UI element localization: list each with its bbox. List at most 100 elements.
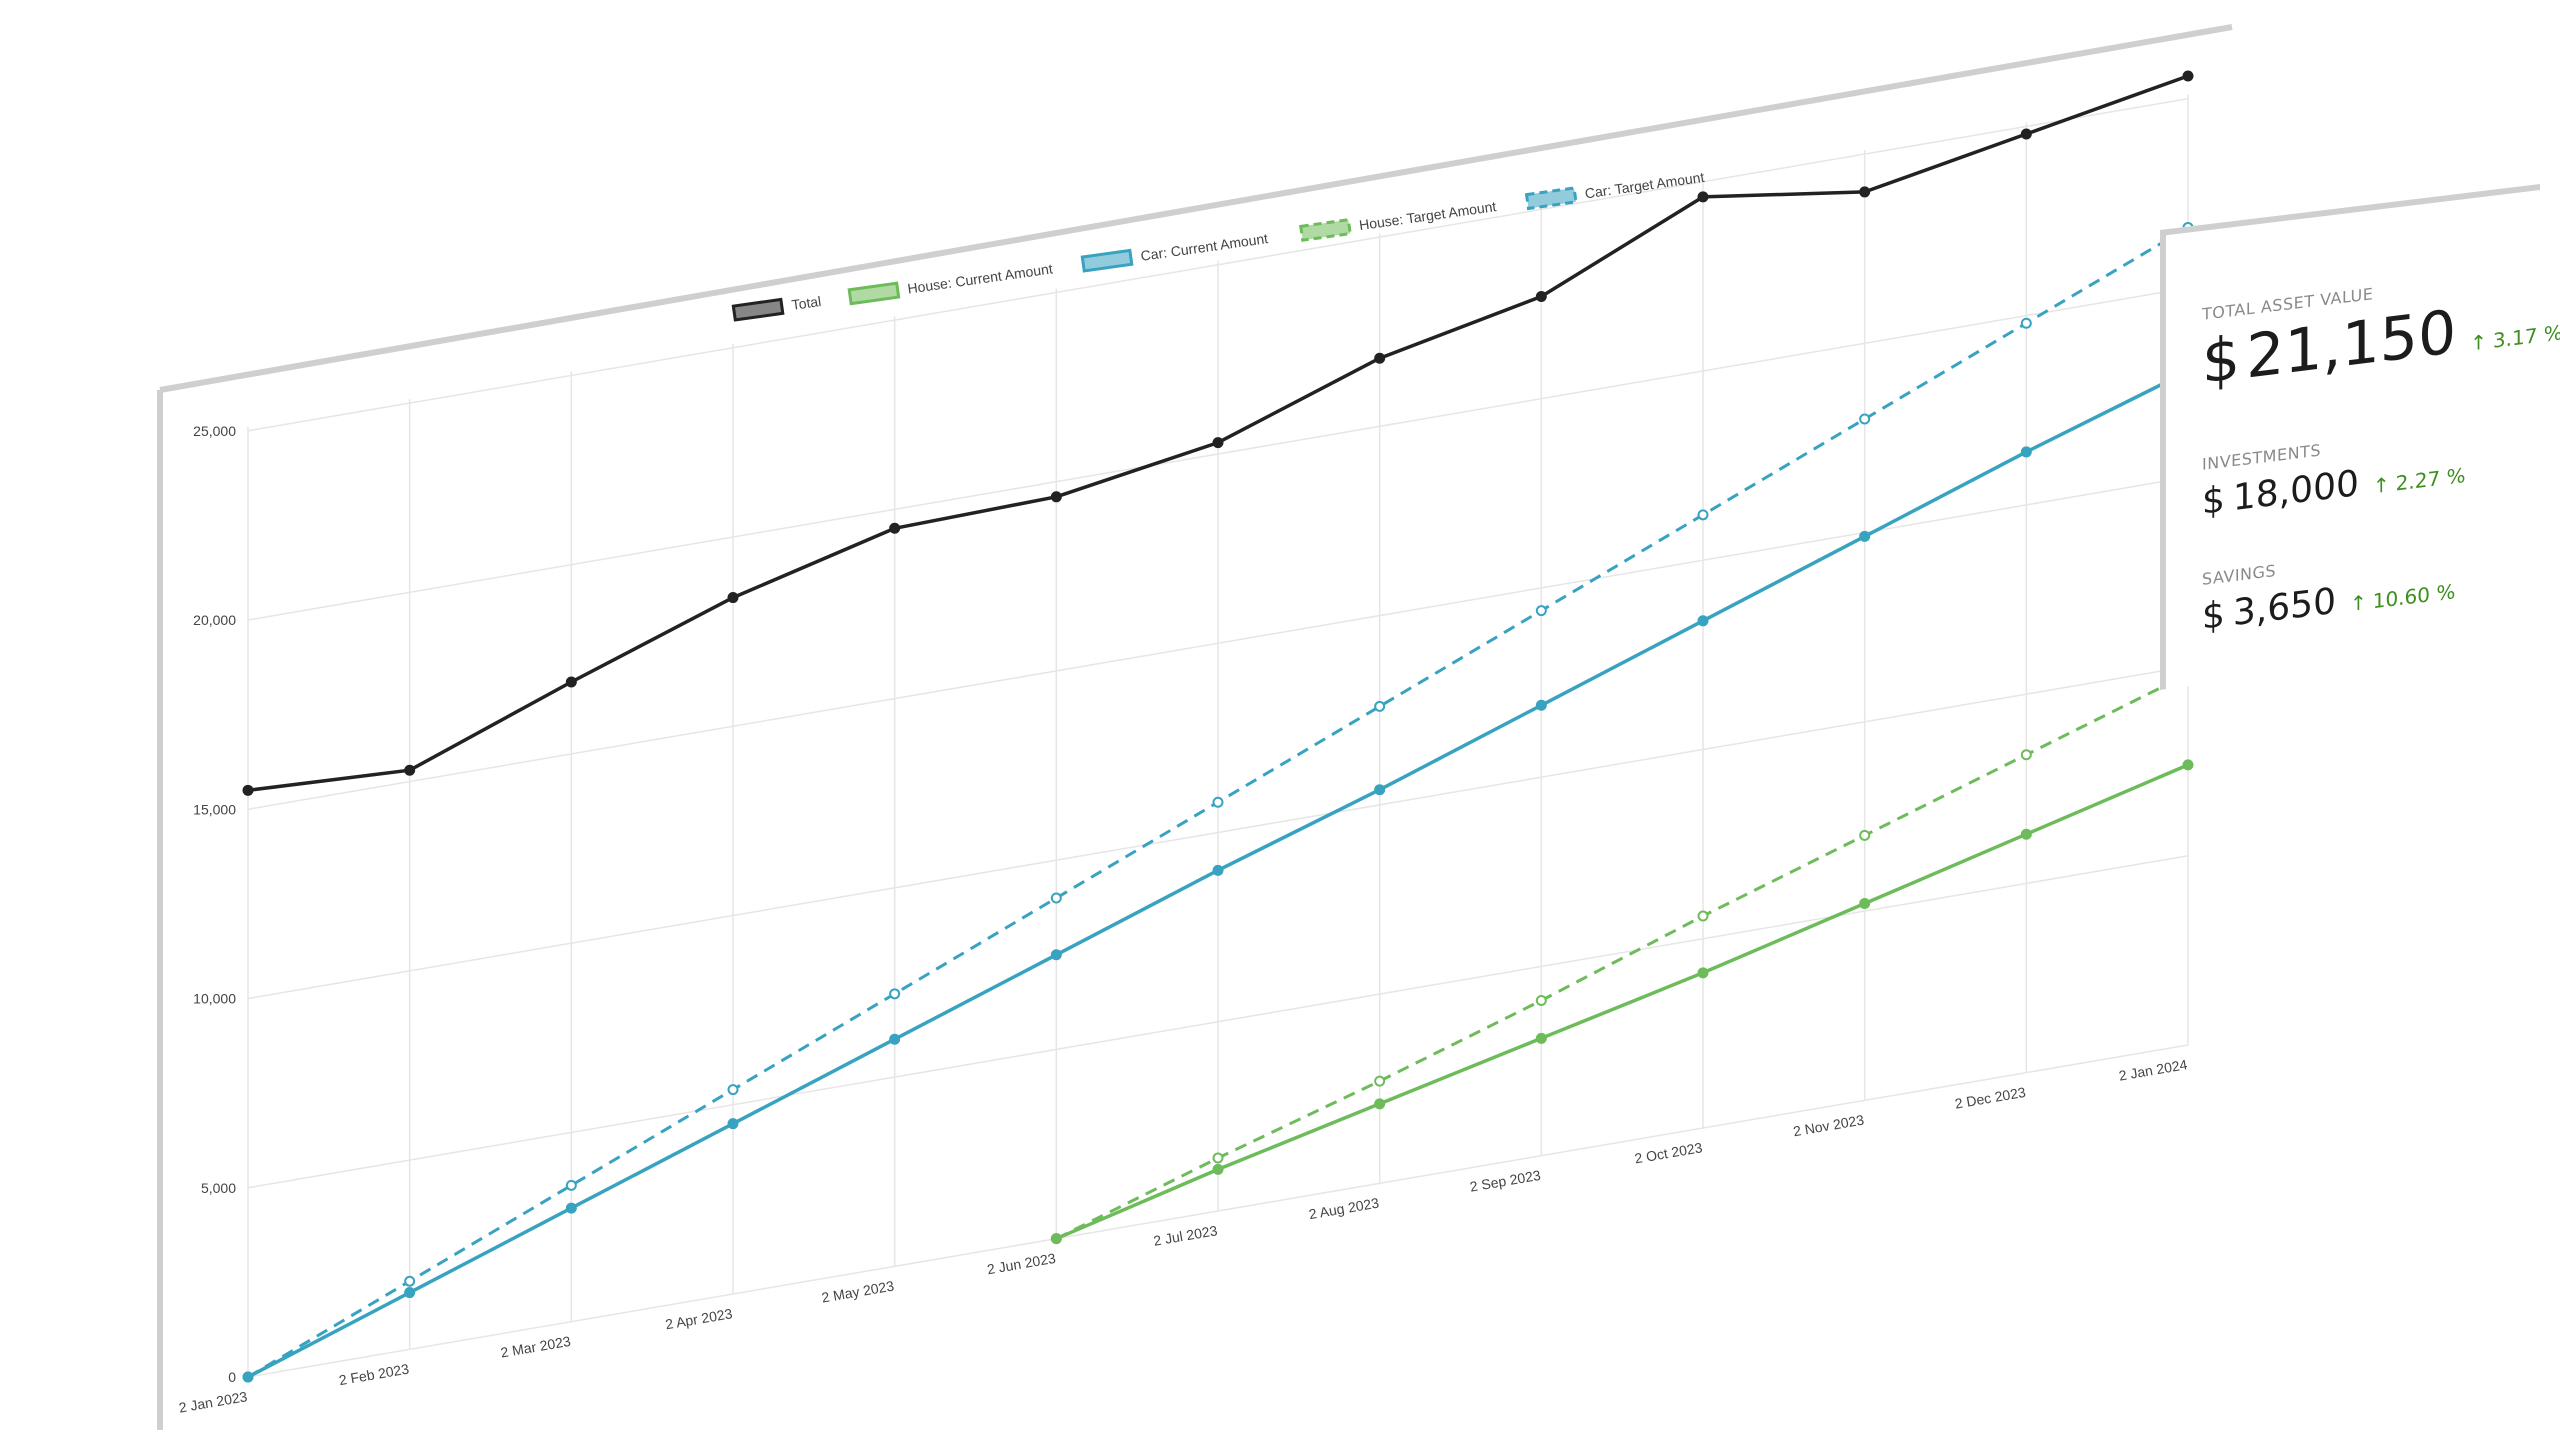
legend-swatch-house-target-amount [1299,217,1352,242]
data-point-total [1374,352,1386,364]
data-point-total [2182,70,2194,82]
legend-swatch-house-current-amount [847,281,901,306]
data-point-house-current-amount [2182,759,2194,771]
x-tick-label: 2 May 2023 [820,1277,895,1305]
data-point-house-current-amount [1050,1233,1062,1245]
data-point-car-current-amount [889,1033,901,1045]
data-point-total [889,522,901,534]
data-point-total [242,784,254,796]
savings-stat: SAVINGS $ 3,650 ↑ 10.60 % [2202,539,2455,638]
data-point-total [1535,290,1547,302]
total-asset-value-change-text: 3.17 % [2492,320,2560,353]
arrow-up-icon: ↑ [2349,589,2367,617]
asset-summary-card: TOTAL ASSET VALUE $ 21,150 ↑ 3.17 % INVE… [2160,184,2560,690]
data-point-car-target-amount [1535,605,1547,617]
total-asset-value-change: ↑ 3.17 % [2470,320,2560,355]
total-asset-value-stat: TOTAL ASSET VALUE $ 21,150 ↑ 3.17 % [2202,261,2560,398]
data-point-total [727,592,739,604]
x-tick-label: 2 Jan 2024 [2118,1056,2189,1083]
data-point-car-current-amount [242,1371,254,1383]
data-point-total [404,764,416,776]
card-frame-left [2160,229,2166,690]
x-tick-label: 2 Oct 2023 [1633,1139,1703,1166]
data-point-house-target-amount [1212,1152,1224,1164]
data-point-car-current-amount [1697,615,1709,627]
data-point-house-current-amount [2020,828,2032,840]
x-tick-label: 2 Sep 2023 [1469,1167,1543,1195]
currency-symbol: $ [2202,479,2225,523]
x-tick-label: 2 Feb 2023 [338,1360,411,1388]
y-tick-label: 25,000 [193,423,236,439]
data-point-house-current-amount [1212,1163,1224,1175]
data-point-car-current-amount [565,1202,577,1214]
data-point-car-current-amount [727,1118,739,1130]
data-point-house-target-amount [1535,994,1547,1006]
data-point-car-current-amount [1859,530,1871,542]
data-point-house-target-amount [1697,910,1709,922]
arrow-up-icon: ↑ [2470,329,2487,356]
y-tick-label: 10,000 [193,991,236,1007]
data-point-house-target-amount [1374,1075,1386,1087]
data-point-total [565,676,577,688]
data-point-house-current-amount [1697,967,1709,979]
data-point-house-current-amount [1535,1032,1547,1044]
savings-change: ↑ 10.60 % [2350,579,2455,616]
legend-swatch-car-current-amount [1080,248,1134,273]
data-point-total [1697,191,1709,203]
x-tick-label: 2 Mar 2023 [499,1333,572,1361]
data-point-car-current-amount [2020,446,2032,458]
x-tick-label: 2 Dec 2023 [1954,1084,2027,1112]
savings-change-text: 10.60 % [2372,579,2456,614]
x-tick-label: 2 Jan 2023 [178,1388,249,1415]
data-point-car-current-amount [1212,864,1224,876]
data-point-car-target-amount [1050,892,1062,904]
data-point-total [2020,128,2032,140]
data-point-car-current-amount [1050,949,1062,961]
data-point-car-target-amount [889,988,901,1000]
investments-amount: 18,000 [2232,462,2359,520]
y-tick-label: 15,000 [193,801,236,817]
arrow-up-icon: ↑ [2372,472,2390,499]
data-point-car-target-amount [2020,317,2032,329]
data-point-car-target-amount [727,1084,739,1096]
y-tick-label: 0 [228,1369,236,1385]
data-point-total [1859,186,1871,198]
data-point-car-target-amount [404,1275,416,1287]
series-line-house-target-amount [1055,672,2189,1241]
data-point-total [1050,491,1062,503]
x-tick-label: 2 Jul 2023 [1152,1222,1219,1249]
data-point-car-current-amount [1535,699,1547,711]
currency-symbol: $ [2202,323,2241,398]
data-point-car-current-amount [404,1287,416,1299]
y-tick-label: 20,000 [193,612,236,628]
x-tick-label: 2 Apr 2023 [664,1305,734,1332]
data-point-house-current-amount [1859,898,1871,910]
legend-swatch-car-target-amount [1524,186,1578,211]
currency-symbol: $ [2202,594,2225,638]
investments-change-text: 2.27 % [2395,463,2466,496]
series-line-house-current-amount [1055,763,2189,1241]
legend-swatch-total [731,297,785,322]
legend-label-total: Total [791,293,823,313]
x-tick-label: 2 Jun 2023 [986,1250,1057,1277]
investments-stat: INVESTMENTS $ 18,000 ↑ 2.27 % [2202,423,2466,523]
data-point-car-target-amount [1697,509,1709,521]
savings-amount: 3,650 [2232,580,2336,635]
data-point-house-target-amount [2020,749,2032,761]
data-point-house-current-amount [1374,1098,1386,1110]
data-point-house-target-amount [1859,829,1871,841]
data-point-total [1212,437,1224,449]
investments-change: ↑ 2.27 % [2373,463,2466,498]
data-point-car-current-amount [1374,784,1386,796]
x-tick-label: 2 Nov 2023 [1792,1111,1865,1139]
data-point-car-target-amount [1374,700,1386,712]
data-point-car-target-amount [1859,413,1871,425]
legend-label-house-target-amount: House: Target Amount [1358,198,1497,233]
panel-frame-top [159,24,2233,393]
x-tick-label: 2 Aug 2023 [1308,1194,1381,1222]
y-tick-label: 5,000 [201,1180,236,1196]
legend-label-car-target-amount: Car: Target Amount [1584,169,1706,202]
